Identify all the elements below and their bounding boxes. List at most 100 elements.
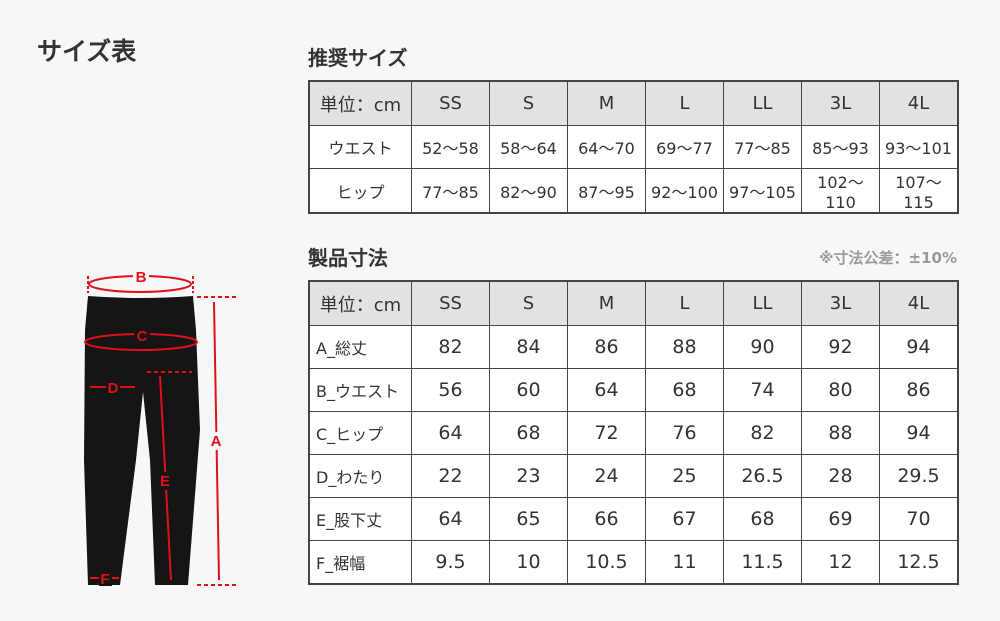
table-cell: 76: [645, 411, 724, 455]
unit-label: 単位：cm: [308, 80, 412, 126]
size-header-4l: 4L: [879, 280, 959, 326]
table-cell: 77〜85: [723, 125, 802, 169]
table-cell: 24: [567, 454, 646, 498]
row-label: ウエスト: [308, 125, 412, 169]
table-cell: 66: [567, 497, 646, 541]
table-row: A_総丈 82 84 86 88 90 92 94: [308, 325, 959, 369]
leggings-measurement-diagram: B C D A E F: [84, 268, 238, 588]
table-cell: 70: [879, 497, 959, 541]
table-cell: 92: [801, 325, 880, 369]
row-label: E_股下丈: [308, 497, 412, 541]
table-cell: 26.5: [723, 454, 802, 498]
table-cell: 80: [801, 368, 880, 412]
product-dimensions-heading: 製品寸法: [308, 246, 388, 270]
table-cell: 82: [411, 325, 490, 369]
table-cell: 77〜85: [411, 168, 490, 214]
table-cell: 11.5: [723, 540, 802, 585]
table-cell: 29.5: [879, 454, 959, 498]
size-header-m: M: [567, 80, 646, 126]
table-cell: 68: [723, 497, 802, 541]
table-cell: 9.5: [411, 540, 490, 585]
label-d: D: [108, 380, 119, 397]
recommended-size-heading: 推奨サイズ: [308, 46, 408, 70]
table-cell: 88: [801, 411, 880, 455]
label-e: E: [160, 473, 170, 490]
table-cell: 60: [489, 368, 568, 412]
table-cell: 64: [567, 368, 646, 412]
tolerance-note: ※寸法公差：±10%: [818, 249, 957, 267]
table-cell: 10: [489, 540, 568, 585]
table-cell: 12.5: [879, 540, 959, 585]
size-header-3l: 3L: [801, 280, 880, 326]
size-header-3l: 3L: [801, 80, 880, 126]
table-cell: 25: [645, 454, 724, 498]
size-header-l: L: [645, 280, 724, 326]
table-row: D_わたり 22 23 24 25 26.5 28 29.5: [308, 454, 959, 498]
table-cell: 64: [411, 497, 490, 541]
table-cell: 56: [411, 368, 490, 412]
table-cell: 72: [567, 411, 646, 455]
table-cell: 65: [489, 497, 568, 541]
row-label: B_ウエスト: [308, 368, 412, 412]
label-c: C: [137, 328, 148, 345]
size-header-ll: LL: [723, 80, 802, 126]
table-cell: 87〜95: [567, 168, 646, 214]
recommended-size-table: 単位：cm SS S M L LL 3L 4L ウエスト 52〜58 58〜64 64〜70 69〜7…: [308, 80, 959, 214]
table-cell: 28: [801, 454, 880, 498]
size-header-ll: LL: [723, 280, 802, 326]
table-cell: 94: [879, 411, 959, 455]
table-cell: 68: [645, 368, 724, 412]
table-cell: 52〜58: [411, 125, 490, 169]
row-label: F_裾幅: [308, 540, 412, 585]
row-label: ヒップ: [308, 168, 412, 214]
table-cell: 94: [879, 325, 959, 369]
size-header-ss: SS: [411, 80, 490, 126]
table-cell: 74: [723, 368, 802, 412]
size-header-4l: 4L: [879, 80, 959, 126]
label-a: A: [211, 433, 222, 450]
product-dimensions-table: 単位：cm SS S M L LL 3L 4L A_総丈 82 84 86 88 90 92 94 B_ウエス…: [308, 280, 959, 585]
table-cell: 11: [645, 540, 724, 585]
table-cell: 107〜115: [879, 168, 959, 214]
label-b: B: [136, 269, 147, 286]
row-label: C_ヒップ: [308, 411, 412, 455]
size-header-s: S: [489, 80, 568, 126]
table-cell: 68: [489, 411, 568, 455]
table-cell: 64〜70: [567, 125, 646, 169]
table-row: ヒップ 77〜85 82〜90 87〜95 92〜100 97〜105 102〜110 107…: [308, 168, 959, 214]
table-cell: 58〜64: [489, 125, 568, 169]
table-cell: 86: [879, 368, 959, 412]
row-label: D_わたり: [308, 454, 412, 498]
table-cell: 69〜77: [645, 125, 724, 169]
table-cell: 64: [411, 411, 490, 455]
table-cell: 102〜110: [801, 168, 880, 214]
table-cell: 82〜90: [489, 168, 568, 214]
table-row: C_ヒップ 64 68 72 76 82 88 94: [308, 411, 959, 455]
table-row: E_股下丈 64 65 66 67 68 69 70: [308, 497, 959, 541]
size-header-ss: SS: [411, 280, 490, 326]
table-cell: 88: [645, 325, 724, 369]
table-cell: 67: [645, 497, 724, 541]
table-row: F_裾幅 9.5 10 10.5 11 11.5 12 12.5: [308, 540, 959, 585]
table-cell: 86: [567, 325, 646, 369]
label-f: F: [100, 571, 109, 588]
table-row: ウエスト 52〜58 58〜64 64〜70 69〜77 77〜85 85〜93 93〜101: [308, 125, 959, 169]
table-cell: 84: [489, 325, 568, 369]
leggings-image: [84, 296, 200, 585]
table-cell: 10.5: [567, 540, 646, 585]
size-header-m: M: [567, 280, 646, 326]
size-header-l: L: [645, 80, 724, 126]
size-header-s: S: [489, 280, 568, 326]
table-cell: 69: [801, 497, 880, 541]
table-cell: 23: [489, 454, 568, 498]
page-title: サイズ表: [37, 37, 137, 66]
table-cell: 22: [411, 454, 490, 498]
table-cell: 90: [723, 325, 802, 369]
table-cell: 93〜101: [879, 125, 959, 169]
table-cell: 12: [801, 540, 880, 585]
row-label: A_総丈: [308, 325, 412, 369]
unit-label: 単位：cm: [308, 280, 412, 326]
table-cell: 97〜105: [723, 168, 802, 214]
table-cell: 92〜100: [645, 168, 724, 214]
table-cell: 85〜93: [801, 125, 880, 169]
